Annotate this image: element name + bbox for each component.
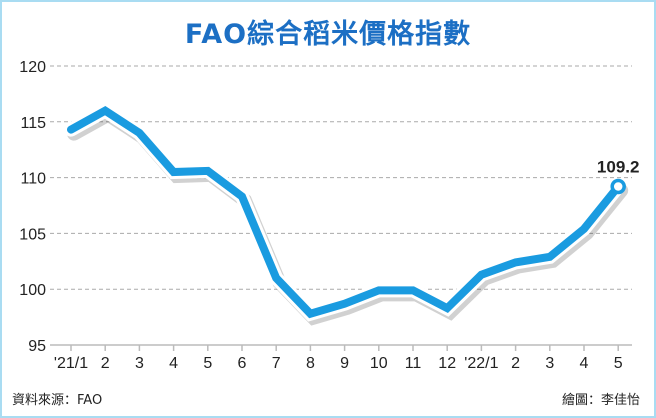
x-tick-label: 5 [203,355,212,372]
x-tick-label: 3 [135,355,144,372]
x-tick-label: 6 [238,355,247,372]
y-tick-label: 105 [19,226,46,243]
last-point-marker [610,178,626,195]
line-outline [64,102,626,322]
data-label-last: 109.2 [597,158,640,177]
x-tick-label: 7 [272,355,281,372]
y-tick-label: 115 [20,115,46,132]
x-tick-label: 4 [169,355,178,372]
x-tick-label: 5 [614,355,623,372]
source-note: 資料來源：FAO [12,393,103,408]
x-tick-label: 4 [580,355,589,372]
y-tick-label: 100 [19,282,46,299]
credit-note: 繪圖：李佳怡 [561,393,640,408]
x-tick-label: 3 [545,355,554,372]
chart-title: FAO綜合稻米價格指數 [184,19,472,50]
x-tick-label: '22/1 [464,355,498,372]
y-tick-label: 120 [19,59,46,76]
y-tick-label: 95 [28,338,46,355]
x-tick-label: '21/1 [54,355,88,372]
x-tick-label: 11 [405,355,422,372]
x-tick-label: 12 [438,355,456,372]
x-tick-label: 2 [511,355,520,372]
y-tick-label: 110 [20,171,46,188]
x-tick-label: 2 [101,355,110,372]
x-tick-label: 8 [306,355,315,372]
x-tick-label: 10 [370,355,388,372]
x-tick-label: 9 [340,355,349,372]
